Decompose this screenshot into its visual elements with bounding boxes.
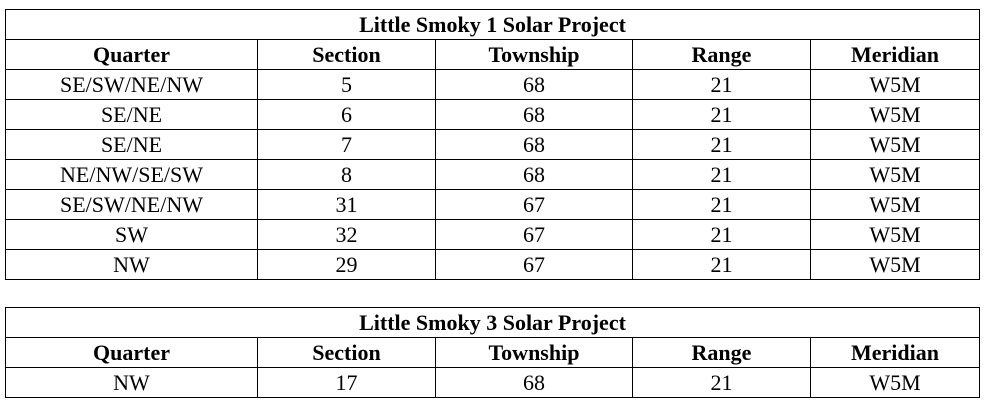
column-header: Quarter <box>5 337 258 368</box>
table-cell: 17 <box>257 367 436 398</box>
table-cell: 32 <box>257 219 436 250</box>
table-cell: W5M <box>809 367 981 398</box>
table-cell: 29 <box>257 249 436 280</box>
table-cell: W5M <box>809 189 981 220</box>
column-header: Township <box>435 337 633 368</box>
table-cell: 68 <box>435 99 633 130</box>
table-cell: SE/SW/NE/NW <box>5 189 258 220</box>
table-cell: 68 <box>435 159 633 190</box>
table-cell: 5 <box>257 69 436 100</box>
table-cell: 21 <box>632 219 811 250</box>
table-row: SE/NE 7 68 21 W5M <box>5 129 981 160</box>
column-header: Meridian <box>809 337 981 368</box>
table-cell: 7 <box>257 129 436 160</box>
table-cell: 21 <box>632 69 811 100</box>
table-cell: 21 <box>632 249 811 280</box>
table-cell: 68 <box>435 367 633 398</box>
table-cell: 21 <box>632 367 811 398</box>
table-cell: 6 <box>257 99 436 130</box>
table-cell: 67 <box>435 189 633 220</box>
table-cell: W5M <box>809 249 981 280</box>
table-cell: 21 <box>632 159 811 190</box>
table-cell: NW <box>5 367 258 398</box>
table-cell: SE/NE <box>5 129 258 160</box>
table-cell: 67 <box>435 219 633 250</box>
table-cell: 68 <box>435 69 633 100</box>
table-title: Little Smoky 3 Solar Project <box>4 307 981 338</box>
table-title: Little Smoky 1 Solar Project <box>4 9 981 40</box>
table-cell: NW <box>5 249 258 280</box>
title-row: Little Smoky 1 Solar Project <box>4 9 981 40</box>
table-cell: W5M <box>809 99 981 130</box>
title-row: Little Smoky 3 Solar Project <box>4 307 981 338</box>
column-header: Meridian <box>809 39 981 70</box>
table-cell: W5M <box>809 69 981 100</box>
table-cell: SW <box>5 219 258 250</box>
table-cell: W5M <box>809 129 981 160</box>
column-header: Range <box>632 39 811 70</box>
table-row: NW 17 68 21 W5M <box>5 367 981 398</box>
column-header: Quarter <box>5 39 258 70</box>
table-cell: SE/NE <box>5 99 258 130</box>
table-cell: 31 <box>257 189 436 220</box>
table-cell: SE/SW/NE/NW <box>5 69 258 100</box>
table-cell: 67 <box>435 249 633 280</box>
column-header: Township <box>435 39 633 70</box>
header-row: Quarter Section Township Range Meridian <box>5 39 981 70</box>
table-cell: W5M <box>809 159 981 190</box>
table-row: SE/NE 6 68 21 W5M <box>5 99 981 130</box>
table-cell: 21 <box>632 129 811 160</box>
column-header: Section <box>257 39 436 70</box>
data-table: Little Smoky 1 Solar Project Quarter Secti… <box>4 9 981 280</box>
data-table: Little Smoky 3 Solar Project Quarter Secti… <box>4 307 981 398</box>
table-cell: W5M <box>809 219 981 250</box>
table-row: SW 32 67 21 W5M <box>5 219 981 250</box>
table-cell: 21 <box>632 99 811 130</box>
column-header: Section <box>257 337 436 368</box>
table-cell: 8 <box>257 159 436 190</box>
column-header: Range <box>632 337 811 368</box>
table-cell: 21 <box>632 189 811 220</box>
table-cell: NE/NW/SE/SW <box>5 159 258 190</box>
table-row: NE/NW/SE/SW 8 68 21 W5M <box>5 159 981 190</box>
table-row: NW 29 67 21 W5M <box>5 249 981 280</box>
table-row: SE/SW/NE/NW 31 67 21 W5M <box>5 189 981 220</box>
table-row: SE/SW/NE/NW 5 68 21 W5M <box>5 69 981 100</box>
table-cell: 68 <box>435 129 633 160</box>
header-row: Quarter Section Township Range Meridian <box>5 337 981 368</box>
